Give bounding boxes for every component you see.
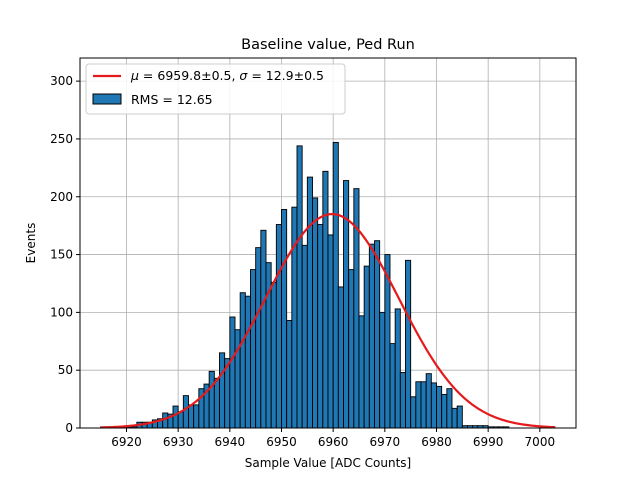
- y-tick-label: 200: [50, 190, 73, 204]
- legend-fit-sigma: 12.9±0.5: [266, 68, 324, 83]
- histogram-bar: [177, 411, 184, 429]
- y-axis-label: Events: [24, 223, 38, 264]
- histogram-bar: [446, 388, 453, 429]
- histogram-bar: [162, 412, 169, 429]
- x-tick-label: 6990: [473, 435, 504, 449]
- histogram-bar: [182, 395, 189, 429]
- x-tick-label: 6980: [421, 435, 452, 449]
- histogram-bar: [286, 320, 293, 429]
- histogram-bar: [379, 311, 386, 429]
- histogram-bar: [348, 269, 355, 429]
- legend-histogram-label: RMS = 12.65: [131, 92, 213, 107]
- histogram-bar: [368, 243, 375, 429]
- histogram-bar: [312, 197, 319, 429]
- histogram-bar: [410, 396, 417, 429]
- histogram-bar: [270, 281, 277, 429]
- y-tick-label: 300: [50, 74, 73, 88]
- x-tick-label: 6940: [215, 435, 246, 449]
- histogram-bar: [172, 405, 179, 429]
- histogram-bar: [306, 176, 313, 429]
- histogram-bar: [451, 407, 458, 429]
- histogram-bar: [188, 404, 195, 429]
- chart-title: Baseline value, Ped Run: [241, 37, 415, 53]
- legend-fit-label: μ = 6959.8±0.5, σ = 12.9±0.5: [130, 68, 324, 83]
- histogram-bar: [255, 247, 262, 429]
- gaussian-fit-curve: [100, 212, 556, 429]
- legend-box: [85, 63, 346, 115]
- y-tick-label: 250: [50, 132, 73, 146]
- x-axis-ticks: 6920 6930 6940 6950 6960 6970 6980 6990 7000: [111, 428, 555, 449]
- histogram-bar: [399, 372, 406, 429]
- histogram-bar: [239, 292, 246, 429]
- x-axis-label: Sample Value [ADC Counts]: [245, 456, 411, 470]
- histogram-bar: [322, 170, 329, 429]
- histogram-bar: [301, 244, 308, 429]
- x-tick-label: 6930: [163, 435, 194, 449]
- y-tick-label: 100: [50, 305, 73, 319]
- histogram-bar: [374, 240, 381, 429]
- histogram-bar: [244, 295, 251, 429]
- histogram-bar: [415, 381, 422, 429]
- histogram-bar: [317, 224, 324, 429]
- histogram-bar: [425, 373, 432, 429]
- x-tick-label: 6970: [370, 435, 401, 449]
- histogram-bar: [260, 229, 267, 429]
- y-tick-label: 0: [65, 421, 73, 435]
- histogram-bar: [389, 343, 396, 429]
- histogram-bar: [291, 206, 298, 429]
- histogram-bars: [100, 141, 510, 429]
- histogram-bar: [430, 382, 437, 429]
- histogram-bar: [436, 385, 443, 429]
- histogram-bar: [420, 381, 427, 429]
- histogram-bar: [337, 286, 344, 429]
- histogram-bar: [208, 370, 215, 429]
- legend-histogram-swatch: [92, 93, 122, 105]
- x-tick-label: 6960: [318, 435, 349, 449]
- histogram-bar: [229, 316, 236, 429]
- histogram-bar: [296, 145, 303, 429]
- histogram-bar: [394, 308, 401, 429]
- histogram-bar: [441, 394, 448, 429]
- plot-frame: [79, 57, 577, 429]
- legend: μ = 6959.8±0.5, σ = 12.9±0.5 RMS = 12.65: [85, 63, 346, 115]
- histogram-bar: [456, 405, 463, 429]
- x-tick-label: 6920: [111, 435, 142, 449]
- legend-fit-mu: 6959.8±0.5: [157, 68, 231, 83]
- histogram-bar: [213, 377, 220, 429]
- histogram-bar: [358, 315, 365, 429]
- histogram-bar: [327, 234, 334, 429]
- histogram-bar: [405, 259, 412, 429]
- histogram-bar: [234, 329, 241, 429]
- y-axis-ticks: 0 50 100 150 200 250 300: [50, 74, 80, 435]
- y-tick-label: 50: [58, 363, 73, 377]
- histogram-bar: [219, 352, 226, 429]
- histogram-bar: [250, 269, 257, 429]
- y-tick-label: 150: [50, 248, 73, 262]
- histogram-bar: [363, 265, 370, 429]
- histogram-bar: [332, 141, 339, 429]
- x-tick-label: 7000: [525, 435, 556, 449]
- x-tick-label: 6950: [266, 435, 297, 449]
- histogram-bar: [281, 209, 288, 429]
- histogram-bar: [275, 224, 282, 429]
- histogram-bar: [193, 404, 200, 429]
